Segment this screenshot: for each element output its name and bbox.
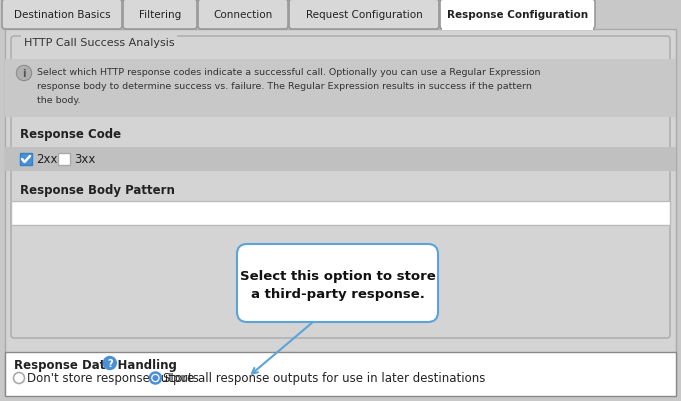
Circle shape [14,373,25,383]
Text: Select which HTTP response codes indicate a successful call. Optionally you can : Select which HTTP response codes indicat… [37,68,541,77]
FancyBboxPatch shape [123,0,197,30]
Text: 2xx: 2xx [36,153,57,166]
Bar [5,60,676,118]
FancyBboxPatch shape [198,0,288,30]
Text: Response Data Handling: Response Data Handling [14,358,177,371]
Circle shape [150,373,161,383]
Circle shape [153,375,159,381]
Bar [5,352,676,396]
Text: Response Configuration: Response Configuration [447,10,588,20]
Circle shape [18,67,31,80]
Text: Request Configuration: Request Configuration [306,10,422,20]
FancyBboxPatch shape [2,0,122,30]
Text: Store all response outputs for use in later destinations: Store all response outputs for use in la… [163,372,486,385]
FancyBboxPatch shape [237,244,438,322]
Text: response body to determine success vs. failure. The Regular Expression results i: response body to determine success vs. f… [37,82,532,91]
Text: Response Code: Response Code [20,128,121,141]
Bar [442,27,593,31]
Text: the body.: the body. [37,96,80,105]
Text: Filtering: Filtering [139,10,181,20]
Bar [0,396,681,401]
Bar [58,154,70,166]
Text: Response Body Pattern: Response Body Pattern [20,184,175,196]
Bar [5,148,676,172]
Circle shape [16,66,31,81]
Circle shape [104,356,116,370]
FancyBboxPatch shape [440,0,595,30]
Text: i: i [22,69,26,79]
Text: Destination Basics: Destination Basics [14,10,110,20]
Text: HTTP Call Success Analysis: HTTP Call Success Analysis [24,38,174,49]
Bar [11,201,670,225]
Bar [20,154,32,166]
FancyBboxPatch shape [289,0,439,30]
Text: Don't store response outputs: Don't store response outputs [27,372,199,385]
Text: ?: ? [107,358,112,368]
Text: 3xx: 3xx [74,153,95,166]
Text: Connection: Connection [213,10,272,20]
FancyBboxPatch shape [11,37,670,338]
Text: a third-party response.: a third-party response. [251,288,424,301]
Text: Select this option to store: Select this option to store [240,270,435,283]
